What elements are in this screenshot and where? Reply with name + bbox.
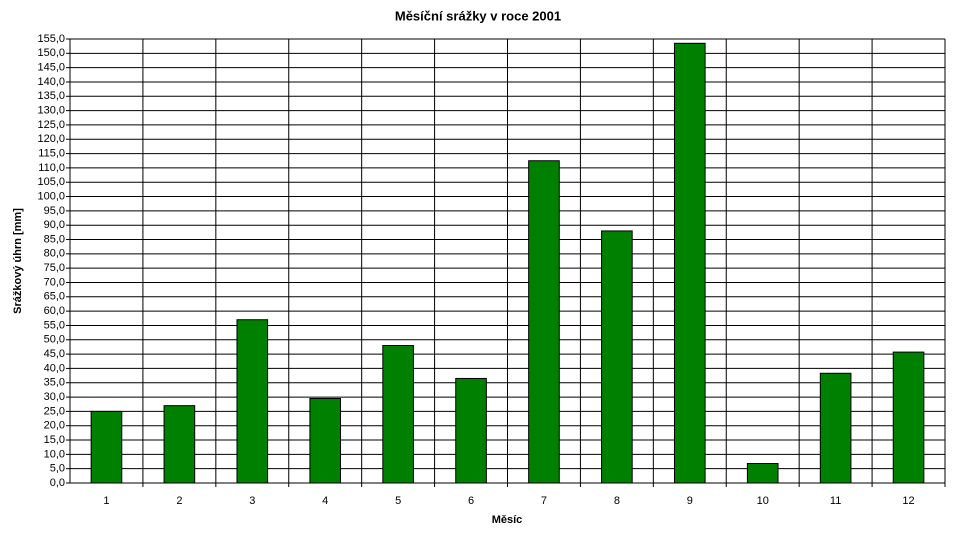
- y-tick-label: 55,0: [44, 319, 65, 331]
- x-tick-label: 6: [468, 495, 474, 507]
- y-tick-label: 35,0: [44, 377, 65, 389]
- bar: [309, 397, 342, 484]
- x-tick-label: 11: [830, 495, 841, 507]
- x-tick-label: 12: [902, 495, 914, 507]
- y-tick-label: 75,0: [44, 262, 65, 274]
- y-tick-label: 15,0: [44, 434, 65, 446]
- y-tick-label: 0,0: [50, 477, 65, 489]
- y-tick-label: 25,0: [44, 405, 65, 417]
- y-tick-label: 5,0: [50, 463, 65, 475]
- bar: [673, 42, 706, 484]
- y-tick-label: 65,0: [44, 291, 65, 303]
- y-tick-label: 90,0: [44, 219, 65, 231]
- y-tick-label: 95,0: [44, 205, 65, 217]
- x-tick-label: 1: [103, 495, 109, 507]
- bar: [382, 345, 414, 484]
- y-tick-label: 60,0: [44, 305, 65, 317]
- y-tick-label: 120,0: [37, 133, 65, 145]
- y-tick-label: 40,0: [44, 362, 65, 374]
- y-tick-label: 110,0: [38, 162, 65, 174]
- y-tick-label: 10,0: [44, 448, 65, 460]
- y-tick-label: 150,0: [37, 47, 65, 59]
- bar: [236, 319, 269, 484]
- bar: [892, 351, 925, 484]
- y-tick-label: 85,0: [44, 233, 65, 245]
- y-tick-label: 145,0: [37, 62, 65, 74]
- x-tick-label: 7: [541, 495, 547, 507]
- x-tick-label: 10: [757, 495, 769, 507]
- bar: [163, 405, 196, 484]
- y-axis-label: Srážkový úhrn [mm]: [12, 208, 24, 314]
- y-tick-label: 115,0: [38, 147, 65, 159]
- bar: [528, 160, 560, 484]
- y-tick-label: 125,0: [37, 119, 65, 131]
- x-tick-label: 9: [687, 495, 693, 507]
- bar: [601, 230, 633, 484]
- x-tick-label: 5: [395, 495, 401, 507]
- y-tick-label: 105,0: [37, 176, 65, 188]
- y-tick-label: 155,0: [37, 33, 65, 45]
- y-tick-label: 100,0: [37, 190, 65, 202]
- y-tick-label: 135,0: [37, 90, 65, 102]
- y-tick-label: 30,0: [44, 391, 65, 403]
- y-tick-label: 130,0: [37, 105, 65, 117]
- bar: [455, 377, 487, 484]
- y-tick-label: 80,0: [44, 248, 65, 260]
- y-tick-label: 140,0: [37, 76, 65, 88]
- y-tick-label: 20,0: [44, 420, 65, 432]
- x-axis-label: Měsíc: [492, 514, 523, 526]
- x-tick-label: 8: [614, 495, 620, 507]
- bar: [90, 410, 123, 484]
- x-tick-label: 3: [249, 495, 255, 507]
- chart-title: Měsíční srážky v roce 2001: [395, 8, 561, 23]
- bar: [819, 372, 852, 484]
- y-tick-label: 70,0: [44, 276, 65, 288]
- x-tick-label: 4: [322, 495, 328, 507]
- y-tick-label: 45,0: [44, 348, 65, 360]
- y-tick-label: 50,0: [44, 334, 65, 346]
- x-tick-label: 2: [176, 495, 182, 507]
- bar: [746, 463, 779, 484]
